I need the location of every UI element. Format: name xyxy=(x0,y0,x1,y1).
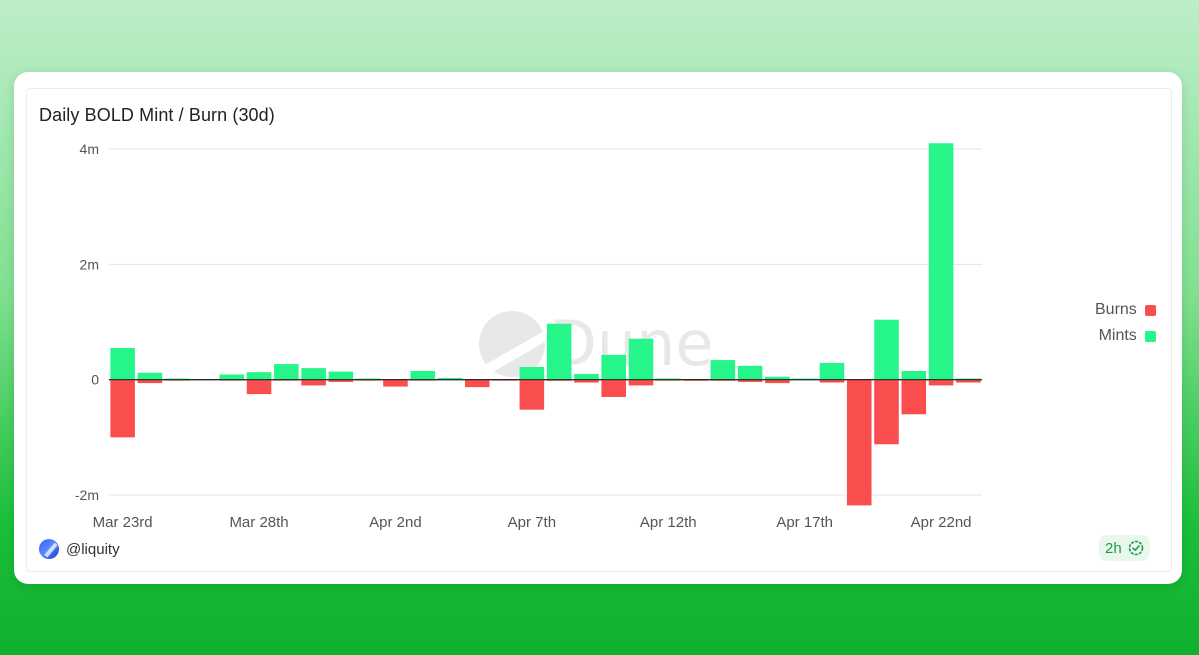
chart-panel: Daily BOLD Mint / Burn (30d) Dune 4m2m0-… xyxy=(26,88,1172,572)
burn-bar-24[interactable] xyxy=(765,379,790,384)
x-tick-label: Apr 2nd xyxy=(369,514,422,531)
y-tick-label: 4m xyxy=(80,141,99,157)
burn-bar-15[interactable] xyxy=(519,379,545,410)
legend-item-burns[interactable]: Burns xyxy=(1095,297,1156,323)
refresh-age: 2h xyxy=(1105,539,1122,557)
mint-bar-24[interactable] xyxy=(765,376,790,380)
x-tick-label: Apr 22nd xyxy=(911,514,972,531)
mint-bar-7[interactable] xyxy=(301,368,326,380)
legend-swatch xyxy=(1144,304,1156,316)
mint-bar-6[interactable] xyxy=(274,364,299,380)
legend-swatch xyxy=(1144,330,1156,342)
burn-bar-31[interactable] xyxy=(956,379,981,383)
legend-item-mints[interactable]: Mints xyxy=(1095,323,1156,349)
x-tick-label: Apr 17th xyxy=(776,514,833,531)
refresh-status-badge[interactable]: 2h xyxy=(1099,535,1150,561)
burn-bar-30[interactable] xyxy=(928,379,954,386)
x-tick-label: Apr 7th xyxy=(508,514,556,531)
y-tick-label: -2m xyxy=(75,487,99,503)
burn-bar-19[interactable] xyxy=(628,379,654,386)
mint-bar-26[interactable] xyxy=(819,362,845,380)
mint-bar-17[interactable] xyxy=(574,373,599,380)
burn-bar-28[interactable] xyxy=(874,379,899,445)
author-name: @liquity xyxy=(66,540,120,558)
author-link[interactable]: @liquity xyxy=(39,539,120,559)
mint-bar-12[interactable] xyxy=(437,377,463,380)
mint-bar-15[interactable] xyxy=(519,366,545,380)
mint-bar-22[interactable] xyxy=(710,360,736,380)
burn-bar-7[interactable] xyxy=(301,379,326,386)
legend-label: Mints xyxy=(1098,327,1137,344)
bar-chart: 4m 2m 0 -2m Mar 23rd Mar 28th Apr 2nd Apr 7th Ap… xyxy=(75,141,982,531)
burn-bar-17[interactable] xyxy=(574,379,599,383)
burn-bar-23[interactable] xyxy=(737,379,763,382)
burn-bar-26[interactable] xyxy=(819,379,845,383)
mint-bar-0[interactable] xyxy=(110,347,135,380)
mint-bar-29[interactable] xyxy=(901,371,927,380)
mint-bar-16[interactable] xyxy=(546,323,572,380)
burn-bar-10[interactable] xyxy=(383,379,408,387)
mint-bar-18[interactable] xyxy=(601,354,626,380)
burn-bar-29[interactable] xyxy=(901,379,927,415)
mint-bar-5[interactable] xyxy=(246,372,272,380)
mint-bar-23[interactable] xyxy=(737,365,763,380)
chart-title: Daily BOLD Mint / Burn (30d) xyxy=(39,105,275,125)
chart-card: Daily BOLD Mint / Burn (30d) Dune 4m2m0-… xyxy=(14,72,1182,584)
x-tick-label: Mar 23rd xyxy=(93,514,153,531)
chart-legend: Burns Mints xyxy=(1095,297,1156,349)
mint-bar-1[interactable] xyxy=(137,372,163,380)
mint-bar-4[interactable] xyxy=(219,374,245,380)
mint-bar-8[interactable] xyxy=(328,371,354,380)
burn-bar-5[interactable] xyxy=(246,379,272,395)
burn-bar-27[interactable] xyxy=(846,379,872,506)
x-tick-label: Mar 28th xyxy=(229,514,288,531)
mint-bar-30[interactable] xyxy=(928,143,954,380)
liquity-avatar-icon xyxy=(39,539,59,559)
y-tick-label: 2m xyxy=(80,256,99,272)
burn-bar-0[interactable] xyxy=(110,379,135,438)
mint-bar-19[interactable] xyxy=(628,338,654,380)
mint-bar-28[interactable] xyxy=(874,319,899,380)
mint-bar-11[interactable] xyxy=(410,371,436,380)
burn-bar-13[interactable] xyxy=(465,379,490,388)
legend-label: Burns xyxy=(1095,301,1137,318)
burn-bar-1[interactable] xyxy=(137,379,163,384)
x-tick-label: Apr 12th xyxy=(640,514,697,531)
y-tick-label: 0 xyxy=(91,372,99,388)
burn-bar-18[interactable] xyxy=(601,379,626,397)
verified-check-icon xyxy=(1128,540,1143,556)
burn-bar-8[interactable] xyxy=(328,379,354,382)
